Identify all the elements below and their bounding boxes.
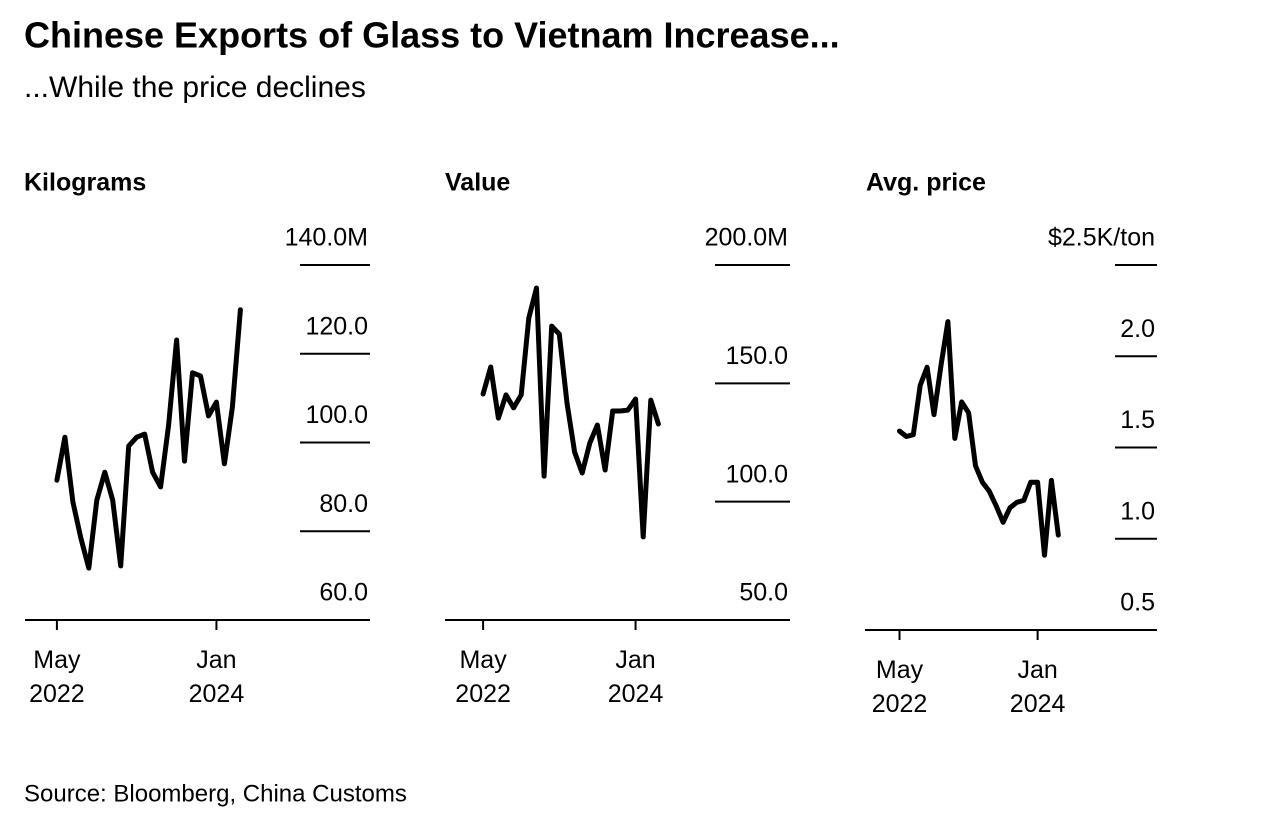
x-tick-label: May 2022 bbox=[455, 646, 511, 708]
y-tick-label: 0.5 bbox=[1120, 589, 1155, 617]
data-line bbox=[480, 285, 661, 540]
x-tick-label: May 2022 bbox=[871, 656, 928, 718]
y-tick-label: 200.0M bbox=[705, 224, 788, 252]
y-tick-label: 1.0 bbox=[1120, 497, 1155, 525]
y-tick-label: $2.5K/ton bbox=[1048, 224, 1155, 252]
x-tick-label: May 2022 bbox=[29, 646, 85, 708]
y-tick-label: 100.0 bbox=[305, 401, 368, 429]
y-tick-label: 100.0 bbox=[725, 460, 788, 488]
x-tick-label: Jan 2024 bbox=[607, 646, 664, 708]
source: Source: Bloomberg, China Customs bbox=[24, 780, 407, 807]
y-tick-label: 2.0 bbox=[1120, 315, 1155, 343]
panel-title: Value bbox=[445, 169, 510, 197]
panel-title: Kilograms bbox=[24, 169, 146, 197]
y-tick-label: 1.5 bbox=[1120, 406, 1155, 434]
y-tick-label: 60.0 bbox=[319, 579, 368, 607]
data-line bbox=[54, 307, 243, 571]
panel-title: Avg. price bbox=[866, 169, 986, 197]
title: Chinese Exports of Glass to Vietnam Incr… bbox=[24, 15, 840, 56]
x-tick-label: Jan 2024 bbox=[1009, 656, 1066, 718]
y-tick-label: 120.0 bbox=[305, 312, 368, 340]
y-tick-label: 150.0 bbox=[725, 342, 788, 370]
y-tick-label: 50.0 bbox=[739, 579, 788, 607]
y-tick-label: 80.0 bbox=[319, 490, 368, 518]
data-line bbox=[897, 319, 1061, 558]
y-tick-label: 140.0M bbox=[285, 224, 368, 252]
x-tick-label: Jan 2024 bbox=[188, 646, 245, 708]
subtitle: ...While the price declines bbox=[24, 71, 366, 104]
